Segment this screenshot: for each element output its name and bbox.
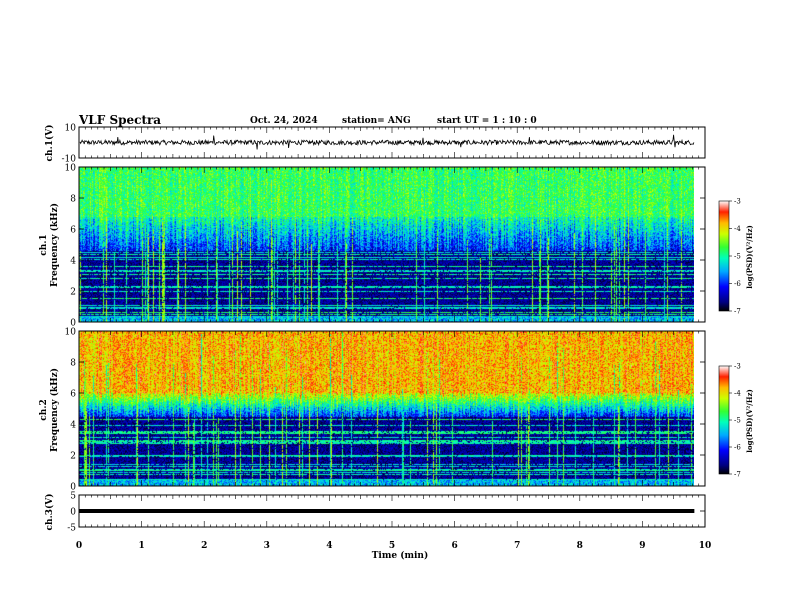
spectrogram-ytick-label: 2 <box>70 452 76 462</box>
spectrogram-ytick-label: 8 <box>70 359 76 369</box>
ch2-colorbar-label: log(PSD)(V²/Hz) <box>745 389 754 453</box>
ch1-channel-label: ch.1 <box>39 234 49 255</box>
colorbar-tick-label: -7 <box>734 471 741 479</box>
colorbar-gradient <box>718 200 730 312</box>
ch1-waveform-ylabel: ch.1(V) <box>44 125 55 162</box>
ch2-frequency-ylabel: Frequency (kHz) <box>49 368 60 452</box>
ch2-channel-label: ch.2 <box>39 399 49 420</box>
spectrogram-ytick-label: 6 <box>70 226 76 236</box>
time-axis: 0 1 2 3 4 5 6 7 8 9 10 <box>76 541 711 551</box>
spectrogram-heatmap <box>79 167 694 322</box>
figure-station: station= ANG <box>342 116 411 126</box>
colorbar-tick-label: -6 <box>734 280 741 288</box>
ch3-waveform-ytick-label: 5 <box>70 492 76 502</box>
ch2-spectrogram-panel: 0 2 4 6 8 10 <box>65 328 706 493</box>
figure-date: Oct. 24, 2024 <box>250 116 318 126</box>
time-tick-label: 1 <box>138 541 144 551</box>
spectrogram-ytick-label: 2 <box>70 288 76 298</box>
time-axis-label: Time (min) <box>372 550 429 561</box>
colorbar-tick-label: -4 <box>734 225 741 233</box>
spectrogram-ytick-label: 4 <box>70 421 76 431</box>
time-tick-label: 9 <box>639 541 645 551</box>
ch1-colorbar: -3 -4 -5 -6 -7 <box>718 198 741 316</box>
ch1-frequency-ylabel: Frequency (kHz) <box>49 203 60 287</box>
ch3-waveform-ylabel: ch.3(V) <box>44 494 55 531</box>
time-tick-label: 2 <box>201 541 207 551</box>
colorbar-tick-label: -4 <box>734 390 741 398</box>
ch3-waveform-ytick-label: 0 <box>70 508 76 518</box>
colorbar-tick-label: -5 <box>734 417 741 425</box>
figure-title: VLF Spectra <box>79 113 162 127</box>
ch1-waveform-panel: 10 -10 <box>62 124 706 165</box>
colorbar-tick-label: -7 <box>734 308 741 316</box>
ch1-waveform-ytick-label: 10 <box>65 124 77 134</box>
colorbar-tick-label: -5 <box>734 253 741 261</box>
time-tick-label: 4 <box>326 541 332 551</box>
ch1-waveform-line <box>79 134 695 150</box>
spectrogram-ytick-label: 0 <box>70 483 76 493</box>
time-tick-label: 3 <box>264 541 270 551</box>
spectrogram-ytick-label: 8 <box>70 195 76 205</box>
ch1-waveform-ytick-label: -10 <box>62 155 77 165</box>
spectrogram-ytick-label: 0 <box>70 319 76 329</box>
spectrogram-ytick-label: 10 <box>65 164 77 174</box>
spectrogram-ytick-label: 6 <box>70 390 76 400</box>
ch3-waveform-ytick-label: -5 <box>67 524 76 534</box>
time-tick-label: 6 <box>451 541 457 551</box>
colorbar-tick-label: -3 <box>734 198 741 206</box>
time-tick-label: 8 <box>577 541 583 551</box>
time-tick-label: 7 <box>514 541 520 551</box>
spectrogram-heatmap <box>79 331 694 486</box>
figure-start-time: start UT = 1 : 10 : 0 <box>437 116 537 126</box>
spectrogram-ytick-label: 4 <box>70 257 76 267</box>
ch1-colorbar-label: log(PSD)(V²/Hz) <box>745 225 754 289</box>
colorbar-tick-label: -6 <box>734 444 741 452</box>
colorbar-tick-label: -3 <box>734 363 741 371</box>
ch3-waveform-panel: 5 0 -5 <box>67 492 706 534</box>
time-tick-label: 5 <box>389 541 395 551</box>
time-tick-label: 10 <box>699 541 712 551</box>
colorbar-gradient <box>718 365 730 475</box>
ch2-colorbar: -3 -4 -5 -6 -7 <box>718 363 741 479</box>
time-tick-label: 0 <box>76 541 82 551</box>
ch1-spectrogram-panel: 0 2 4 6 8 10 <box>65 164 706 329</box>
spectrogram-ytick-label: 10 <box>65 328 77 338</box>
